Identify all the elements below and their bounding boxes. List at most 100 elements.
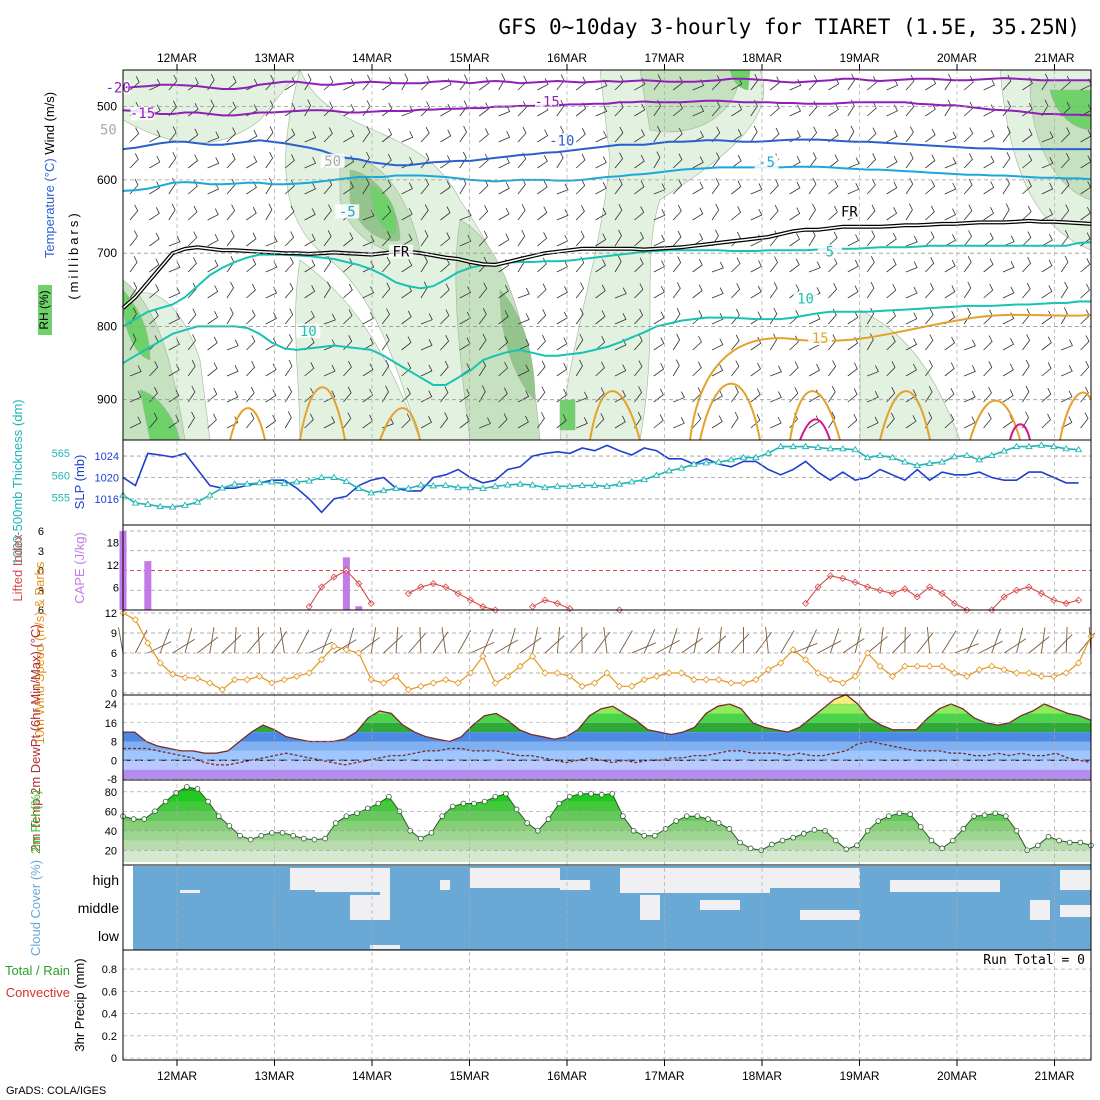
cloud-white-block [890,880,1000,892]
cloud-row-label: high [93,872,119,888]
chart-layer: 12MAR 12MAR 13MAR 13MAR 14MAR 14MAR 15MAR 15MAR… [5,51,1096,1083]
wind-barb [828,283,838,299]
wind-barb [478,359,487,377]
wind-barb [983,361,993,377]
wind-barb [362,151,370,169]
wind-barb [284,205,295,221]
lifted-index-line [991,586,1079,611]
wind-barb [575,282,584,299]
wind-barb-10m [693,627,700,654]
wind-speed-point [504,672,512,680]
rh-color-band [123,801,1091,812]
thickness-point [367,489,375,496]
wind-barb [614,287,627,299]
wind-barb [1061,339,1073,351]
wind-barb [537,309,547,325]
wind-tick-label: 12 [105,608,117,620]
rh-point [960,826,967,832]
lifted-index-line [532,599,571,610]
rh-point [769,841,775,848]
wind-speed-point [988,662,996,670]
wind-barb [478,230,488,247]
wind-barb [459,235,472,247]
wind-barb [187,231,198,247]
wind-barb [459,286,472,299]
contour-label: 5 [826,245,834,261]
thickness-point [640,475,649,483]
wind-barb [420,313,433,325]
wind-barb [149,412,158,429]
wind-barb [866,153,877,169]
wind-barb [1022,385,1030,403]
contour-label: -15 [130,106,155,122]
wind-barb [381,308,390,325]
contour-label-bg [837,204,862,219]
wind-barb [1022,231,1032,247]
y-tick-label: 800 [97,319,117,333]
rh-legend-swatch [38,285,52,335]
wind-barb [343,129,355,143]
slp-tick-label: 1024 [95,451,119,463]
wind-barb [149,232,160,247]
rh-tick-label: 40 [105,826,117,838]
rh-point [854,842,860,849]
wind-barb [634,283,644,299]
wind-barb [847,285,859,299]
cloud-row-label: middle [78,900,119,916]
wind-barb [653,209,666,221]
wind-barb [1041,182,1054,195]
cloud-white-block [800,910,860,920]
wind-barb [731,360,740,377]
date-label-top: 18MAR [742,51,782,65]
wind-barb [168,235,181,247]
wind-barb [362,235,375,247]
wind-barb [925,360,933,377]
wind-barb [459,209,472,221]
wind-barb [226,390,239,403]
rh-point [992,810,999,817]
thickness-ylabel: 1000-500mb Thickness (dm) [10,399,25,564]
series-line-slp [122,444,1079,514]
thickness-point [863,453,872,461]
wind-barb [187,385,196,403]
wind-barb [731,411,739,429]
wind-barb [323,101,334,117]
thickness-point [491,482,500,489]
lifted-index-tick-label: 0 [38,566,44,578]
wind-barb-10m [257,626,260,654]
wind-barb [963,281,972,299]
wind-speed-point [901,662,909,670]
wind-barb [614,204,623,221]
wind-barb [750,260,762,273]
wind-barb [498,233,510,247]
wind-barb [983,258,994,273]
wind-barb [187,308,197,325]
lifted-index-ylabel: Lifted Index [10,534,25,602]
wind-barb [537,257,547,273]
wind-barb [343,104,355,117]
thickness-point [379,486,388,494]
wind-barb [614,255,622,273]
wind-barb [1002,261,1015,273]
wind-speed-point [231,676,239,684]
thickness-point [429,482,438,489]
contour-label-bg [817,244,842,259]
wind-barb [866,307,875,325]
rh-point [460,800,467,807]
rh-point [418,835,424,842]
wind-barb-10m [681,637,704,654]
wind-barb [905,363,917,377]
precip-legend-convective: Convective [6,985,70,1000]
wind-barb [537,206,548,221]
wind-barb [304,182,316,195]
thickness-point [392,484,400,491]
rh-point [832,837,839,844]
wind-barb [1061,416,1073,429]
wind-barb [537,386,546,403]
rh-point [322,835,328,842]
temp-color-band [123,769,1091,779]
wind-barb [769,102,780,117]
wind-barb [769,127,780,143]
wind-barb [925,257,935,273]
wind-barb [692,335,702,351]
